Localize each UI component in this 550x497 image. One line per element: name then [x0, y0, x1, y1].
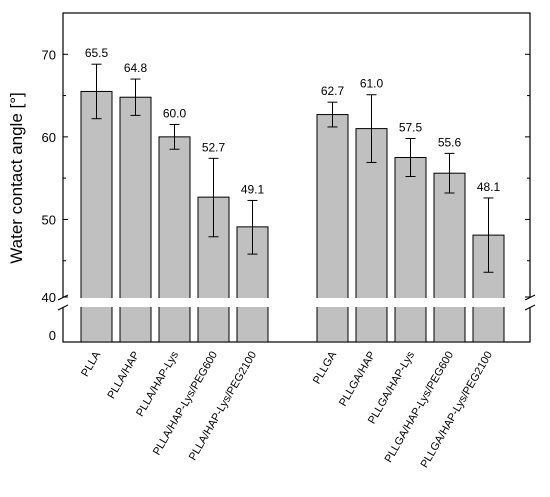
plot-frame [62, 12, 531, 343]
data-label: 61.0 [360, 77, 384, 91]
y-tick-label: 60 [42, 130, 56, 145]
break-mark [57, 304, 69, 311]
category-label: PLLGA/HAP [337, 350, 378, 409]
category-label: PLLA [79, 349, 103, 379]
data-label: 55.6 [438, 135, 462, 149]
bar [433, 172, 466, 343]
data-label: 48.1 [477, 180, 501, 194]
category-label: PLLA/HAP [105, 350, 142, 402]
data-label: 62.7 [321, 84, 345, 98]
data-label: 52.7 [202, 140, 226, 154]
bar [158, 136, 191, 343]
bar [316, 114, 349, 343]
data-label: 64.8 [124, 61, 148, 75]
data-label: 49.1 [241, 182, 265, 196]
axis-break-gap [51, 298, 542, 307]
data-label: 60.0 [163, 106, 187, 120]
y-tick-label: 0 [49, 328, 56, 343]
break-mark [524, 304, 536, 311]
y-tick-label: 70 [42, 47, 56, 62]
category-label: PLLGA/HAP-Lys/PEG600 [383, 350, 456, 465]
data-label: 57.5 [399, 121, 423, 135]
data-label: 65.5 [85, 46, 109, 60]
y-tick-label: 50 [42, 212, 56, 227]
category-label: PLLGA/HAP-Lys/PEG2100 [419, 350, 496, 471]
category-label: PLLGA [311, 349, 339, 386]
category-label: PLLA/HAP-Lys/PEG2100 [187, 350, 259, 463]
y-axis-label: Water contact angle [°] [7, 92, 26, 264]
category-label: PLLA/HAP-Lys [134, 349, 181, 419]
y-tick-label: 40 [42, 290, 56, 305]
bar [394, 157, 427, 343]
